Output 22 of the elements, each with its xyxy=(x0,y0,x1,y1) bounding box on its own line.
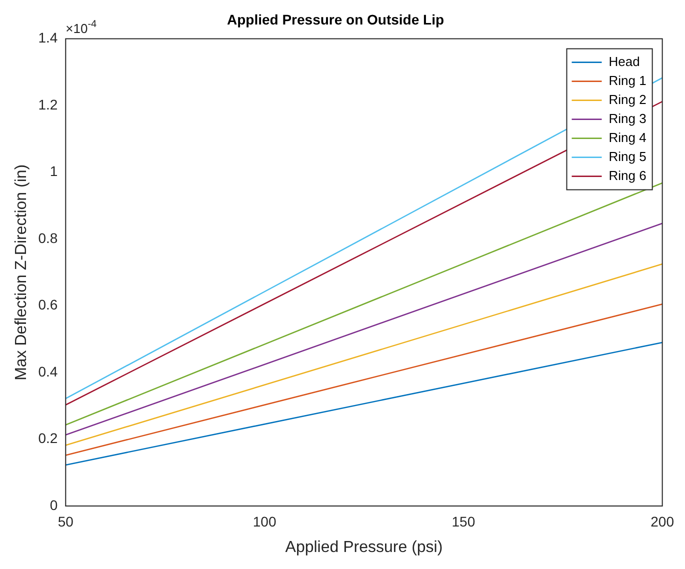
y-tick-label: 1.2 xyxy=(38,96,58,112)
chart-title: Applied Pressure on Outside Lip xyxy=(226,11,444,28)
y-tick-label: 0.8 xyxy=(38,230,58,246)
legend-label: Ring 1 xyxy=(608,72,646,88)
x-tick-label: 150 xyxy=(452,513,476,530)
y-tick-label: 0.6 xyxy=(38,296,58,313)
legend-label: Ring 4 xyxy=(608,130,646,145)
x-tick-label: 50 xyxy=(58,513,74,530)
legend-label: Ring 6 xyxy=(608,168,646,183)
legend-label: Head xyxy=(608,54,640,69)
legend-label: Ring 3 xyxy=(608,110,646,126)
legend-label: Ring 2 xyxy=(608,92,646,107)
x-axis-title: Applied Pressure (psi) xyxy=(285,538,443,556)
y-tick-label: 1 xyxy=(50,163,58,180)
legend-label: Ring 5 xyxy=(608,148,646,164)
y-tick-label: 0.4 xyxy=(38,363,58,380)
y-tick-label: 0.2 xyxy=(38,430,58,446)
x-tick-label: 100 xyxy=(252,513,276,530)
y-axis-title: Max Deflection Z-Direction (in) xyxy=(13,164,30,380)
y-tick-label: 1.4 xyxy=(38,30,58,46)
y-tick-label: 0 xyxy=(50,496,58,513)
x-tick-label: 200 xyxy=(650,513,674,530)
